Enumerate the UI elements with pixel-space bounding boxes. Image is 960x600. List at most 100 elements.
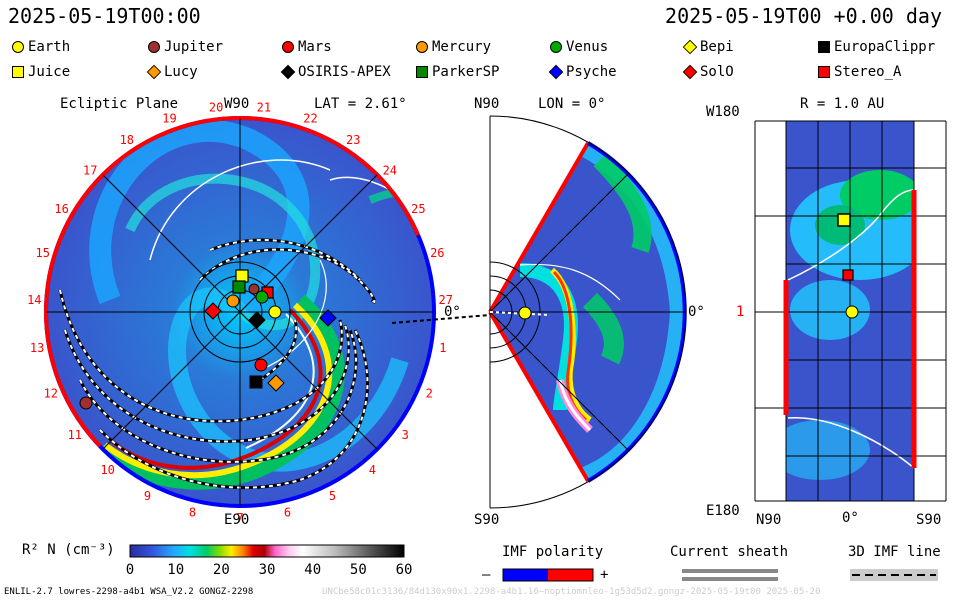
ecliptic-markers [79, 269, 337, 410]
carrington-label: 23 [346, 133, 360, 147]
carrington-label: 26 [430, 246, 444, 260]
colorbar-tick-label: 40 [304, 562, 322, 578]
latlon-x-label-0: 0° [842, 510, 859, 526]
carrington-label: 20 [209, 100, 223, 114]
carrington-label: 17 [83, 164, 97, 178]
carrington-label: 8 [189, 505, 196, 519]
colorbar-tick-label: 50 [349, 562, 367, 578]
carrington-label: 6 [284, 505, 291, 519]
carrington-label: 18 [120, 133, 134, 147]
imf-polarity-label: IMF polarity [502, 544, 604, 560]
legend-item-venus: Venus [550, 39, 608, 55]
circle-marker-icon [12, 41, 24, 53]
legend-label: Venus [566, 39, 609, 55]
footer-run-id: UNCbe58c01c3136/84d130x90x1.2298-a4b1.16… [322, 587, 821, 597]
carrington-label: 3 [402, 428, 409, 442]
meridional-panel [488, 115, 687, 509]
legend-item-jupiter: Jupiter [148, 39, 223, 55]
legend-label: Psyche [566, 64, 617, 80]
carrington-label: 24 [383, 164, 397, 178]
legend-label: Mercury [432, 39, 492, 55]
meridional-top-label: N90 [474, 96, 500, 112]
circle-marker-icon [416, 41, 428, 53]
latitude-label: LAT = 2.61° [314, 96, 407, 112]
radius-label: R = 1.0 AU [800, 96, 885, 112]
ecliptic-top-label: W90 [224, 96, 250, 112]
colorbar-tick-label: 30 [258, 562, 276, 578]
colorbar-label: R² N (cm⁻³) [22, 542, 115, 558]
current-sheath-label: Current sheath [670, 544, 789, 560]
legend-label: Juice [28, 64, 71, 80]
square-marker-icon [818, 66, 830, 78]
circle-marker-icon [550, 41, 562, 53]
circle-marker-icon [282, 41, 294, 53]
ecliptic-title: Ecliptic Plane [60, 96, 179, 112]
legend-item-earth: Earth [12, 39, 70, 55]
legend-label: SolO [700, 64, 734, 80]
legend-label: EuropaClippr [834, 39, 936, 55]
square-marker-icon [818, 41, 830, 53]
legend-label: Mars [298, 39, 332, 55]
legend-item-stereo-a: Stereo_A [818, 64, 901, 80]
latlon-top-left-label: W180 [706, 104, 740, 120]
colorbar-tick-label: 10 [167, 562, 185, 578]
colorbar-tick-label: 20 [212, 562, 230, 578]
carrington-label: 2 [426, 387, 433, 401]
carrington-label: 21 [257, 100, 271, 114]
imf-polarity-minus: – [482, 567, 491, 583]
latlon-left-mid-label: 1 [736, 304, 745, 320]
legend-item-europaclippr: EuropaClippr [818, 39, 935, 55]
legend-item-mercury: Mercury [416, 39, 491, 55]
square-marker-icon [12, 66, 24, 78]
imf-line-label: 3D IMF line [848, 544, 941, 560]
carrington-label: 1 [439, 341, 446, 355]
legend-item-parkersp: ParkerSP [416, 64, 499, 80]
legend-label: ParkerSP [432, 64, 500, 80]
legend-item-psyche: Psyche [548, 64, 617, 80]
legend-label: OSIRIS-APEX [298, 64, 391, 80]
latlon-x-label-s90: S90 [916, 512, 942, 528]
legend-item-lucy: Lucy [146, 64, 198, 80]
carrington-label: 19 [162, 111, 176, 125]
legend-item-juice: Juice [12, 64, 70, 80]
carrington-label: 11 [68, 428, 82, 442]
legend-label: Bepi [700, 39, 734, 55]
legend-item-mars: Mars [282, 39, 332, 55]
left-timestamp: 2025-05-19T00:00 [8, 4, 201, 28]
legend-label: Lucy [164, 64, 198, 80]
carrington-label: 22 [303, 111, 317, 125]
ecliptic-bottom-label: E90 [224, 512, 250, 528]
legend-item-solo: SolO [682, 64, 734, 80]
carrington-label: 13 [30, 341, 44, 355]
circle-marker-icon [148, 41, 160, 53]
square-marker-icon [416, 66, 428, 78]
carrington-label: 5 [329, 489, 336, 503]
latlon-x-label-n90: N90 [756, 512, 782, 528]
carrington-label: 25 [411, 202, 425, 216]
meridional-right-label: 0° [688, 304, 705, 320]
carrington-label: 10 [100, 463, 114, 477]
imf-polarity-plus: + [600, 567, 609, 583]
carrington-label: 14 [27, 293, 41, 307]
legend-label: Earth [28, 39, 71, 55]
longitude-label: LON = 0° [538, 96, 606, 112]
footer-model-info: ENLIL-2.7 lowres-2298-a4b1 WSA_V2.2 GONG… [4, 587, 254, 597]
carrington-label: 27 [438, 293, 452, 307]
legend-label: Stereo_A [834, 64, 902, 80]
latlon-bottom-left-label: E180 [706, 503, 740, 519]
legend-item-bepi: Bepi [682, 39, 734, 55]
legend-label: Jupiter [164, 39, 224, 55]
carrington-label: 16 [54, 202, 68, 216]
ecliptic-right-label: 0° [444, 304, 461, 320]
carrington-label: 12 [44, 387, 58, 401]
latlon-panel [754, 120, 947, 502]
colorbar-tick-label: 0 [125, 562, 135, 578]
carrington-label: 4 [369, 463, 376, 477]
legend-item-osiris-apex: OSIRIS-APEX [280, 64, 391, 80]
colorbar-tick-label: 60 [395, 562, 413, 578]
carrington-label: 9 [144, 489, 151, 503]
right-timestamp: 2025-05-19T00 +0.00 day [665, 4, 942, 28]
ecliptic-panel [43, 115, 491, 508]
